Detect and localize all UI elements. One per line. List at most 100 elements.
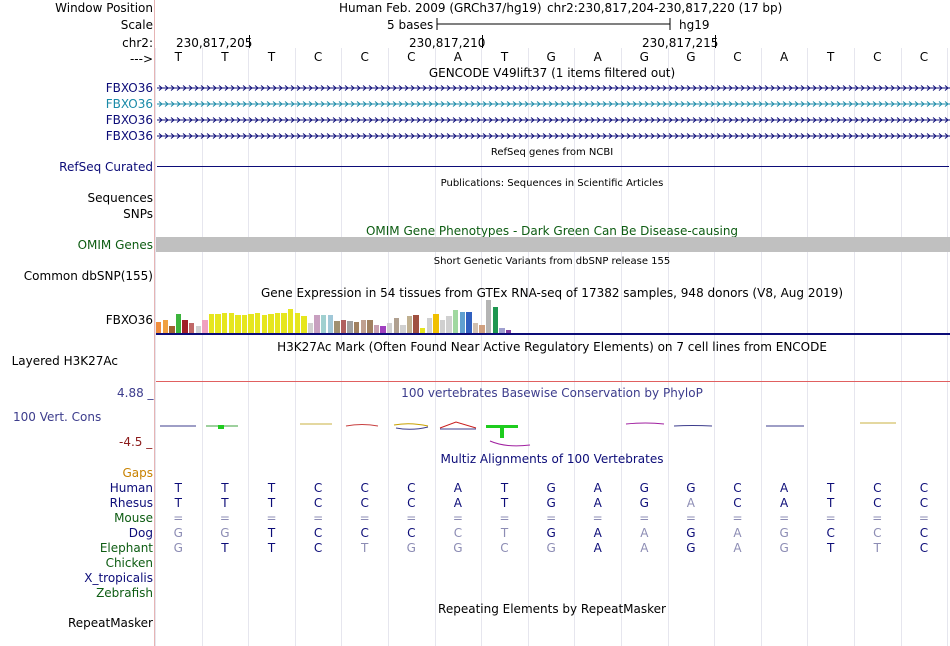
- gtex-tissue-bar[interactable]: [294, 313, 300, 333]
- multiz-species-label[interactable]: X_tropicalis: [84, 571, 153, 585]
- multiz-species-label[interactable]: Chicken: [105, 556, 153, 570]
- h3k27ac-label[interactable]: Layered H3K27Ac: [11, 354, 118, 368]
- gtex-tissue-bar[interactable]: [360, 320, 366, 333]
- gtex-tissue-bar[interactable]: [354, 322, 360, 333]
- gtex-tissue-bar[interactable]: [453, 310, 459, 333]
- multiz-base: T: [267, 526, 276, 540]
- multiz-base: G: [686, 481, 696, 495]
- gtex-tissue-bar[interactable]: [195, 326, 201, 333]
- gencode-transcript-label[interactable]: FBXO36: [105, 97, 153, 111]
- multiz-species-label[interactable]: Zebrafish: [96, 586, 153, 600]
- publications-sequences-label[interactable]: Sequences: [87, 191, 153, 205]
- gtex-tissue-bar[interactable]: [261, 315, 267, 333]
- multiz-base: C: [453, 526, 463, 540]
- gtex-tissue-bar[interactable]: [499, 328, 505, 333]
- gtex-tissue-bar[interactable]: [307, 323, 314, 333]
- gtex-tissue-bar[interactable]: [241, 315, 248, 333]
- gtex-tissue-bar[interactable]: [314, 315, 320, 333]
- base-letter: A: [593, 50, 602, 64]
- gtex-tissue-bar[interactable]: [156, 322, 162, 333]
- gtex-tissue-bar[interactable]: [420, 328, 426, 333]
- omim-gene-bar[interactable]: [156, 237, 950, 252]
- multiz-base: C: [826, 526, 835, 540]
- gtex-tissue-bar[interactable]: [393, 318, 399, 333]
- gtex-tissue-bar[interactable]: [505, 330, 512, 333]
- gtex-tissue-bar[interactable]: [472, 323, 479, 333]
- gtex-tissue-bar[interactable]: [433, 314, 439, 333]
- gtex-tissue-bar[interactable]: [347, 321, 353, 333]
- gtex-tissue-bar[interactable]: [268, 314, 274, 333]
- multiz-species-label[interactable]: Human: [109, 481, 153, 495]
- gtex-tissue-bar[interactable]: [288, 309, 294, 333]
- gtex-label[interactable]: FBXO36: [105, 313, 153, 327]
- multiz-base: =: [918, 511, 929, 525]
- multiz-base: T: [174, 481, 182, 495]
- multiz-base: C: [919, 481, 929, 495]
- refseq-track-title: RefSeq genes from NCBI: [490, 147, 614, 158]
- gtex-tissue-bar[interactable]: [215, 314, 221, 333]
- dbsnp-label[interactable]: Common dbSNP(155): [23, 269, 153, 283]
- gencode-transcript-label[interactable]: FBXO36: [105, 113, 153, 127]
- gtex-tissue-bar[interactable]: [479, 325, 485, 333]
- gtex-tissue-bar[interactable]: [334, 321, 340, 333]
- gtex-tissue-bar[interactable]: [182, 320, 188, 333]
- multiz-species-label[interactable]: Mouse: [114, 511, 153, 525]
- multiz-base: A: [640, 541, 649, 555]
- refseq-label[interactable]: RefSeq Curated: [59, 160, 153, 174]
- gtex-tissue-bar[interactable]: [189, 323, 195, 333]
- omim-label[interactable]: OMIM Genes: [77, 238, 153, 252]
- gencode-transcript: [157, 85, 950, 91]
- phylop-max-label: 4.88 _: [117, 386, 154, 400]
- phylop-label[interactable]: 100 Vert. Cons: [13, 410, 102, 424]
- gtex-tissue-bar[interactable]: [162, 320, 168, 333]
- gtex-tissue-bar[interactable]: [373, 325, 380, 333]
- gtex-tissue-bar[interactable]: [202, 320, 208, 333]
- gtex-tissue-bar[interactable]: [274, 313, 281, 333]
- gtex-tissue-bar[interactable]: [459, 312, 465, 333]
- gtex-tissue-bar[interactable]: [208, 314, 215, 333]
- multiz-species-label[interactable]: Elephant: [99, 541, 153, 555]
- gtex-bar-chart[interactable]: [156, 300, 536, 333]
- multiz-base: G: [779, 541, 789, 555]
- gtex-tissue-bar[interactable]: [439, 320, 446, 333]
- base-letter: G: [639, 50, 649, 64]
- position-text[interactable]: chr2:230,817,204-230,817,220 (17 bp): [547, 1, 783, 15]
- gtex-tissue-bar[interactable]: [281, 313, 287, 333]
- gtex-tissue-bar[interactable]: [446, 316, 452, 333]
- gtex-tissue-bar[interactable]: [175, 314, 182, 333]
- gtex-tissue-bar[interactable]: [466, 312, 472, 333]
- gtex-tissue-bar[interactable]: [413, 315, 419, 333]
- gtex-tissue-bar[interactable]: [301, 316, 307, 333]
- gtex-tissue-bar[interactable]: [367, 320, 373, 333]
- gtex-tissue-bar[interactable]: [486, 300, 492, 333]
- gtex-tissue-bar[interactable]: [340, 320, 347, 333]
- gencode-transcript: [157, 101, 950, 107]
- publications-snps-label[interactable]: SNPs: [123, 207, 153, 221]
- multiz-species-label[interactable]: Rhesus: [109, 496, 153, 510]
- phylop-conservation-plot[interactable]: [156, 415, 950, 451]
- repeatmasker-label[interactable]: RepeatMasker: [67, 616, 153, 630]
- gtex-tissue-bar[interactable]: [228, 313, 234, 333]
- refseq-gene-line[interactable]: [157, 166, 949, 167]
- gtex-tissue-bar[interactable]: [426, 318, 432, 333]
- gencode-transcript-label[interactable]: FBXO36: [105, 81, 153, 95]
- gtex-tissue-bar[interactable]: [169, 326, 175, 333]
- multiz-base: =: [219, 511, 230, 525]
- gtex-tissue-bar[interactable]: [406, 316, 413, 333]
- gtex-tissue-bar[interactable]: [235, 315, 241, 333]
- gtex-tissue-bar[interactable]: [400, 325, 406, 333]
- multiz-base: C: [360, 526, 369, 540]
- gtex-tissue-bar[interactable]: [380, 326, 386, 333]
- base-letter: G: [546, 50, 556, 64]
- multiz-species-label[interactable]: Dog: [128, 526, 153, 540]
- gtex-tissue-bar[interactable]: [327, 315, 333, 333]
- multiz-base: C: [313, 541, 323, 555]
- gtex-tissue-bar[interactable]: [387, 323, 393, 333]
- gencode-transcript-label[interactable]: FBXO36: [105, 129, 153, 143]
- gtex-tissue-bar[interactable]: [492, 307, 498, 333]
- gtex-tissue-bar[interactable]: [255, 313, 261, 333]
- gtex-tissue-bar[interactable]: [248, 314, 254, 333]
- gtex-tissue-bar[interactable]: [222, 313, 228, 333]
- gtex-tissue-bar[interactable]: [321, 315, 327, 333]
